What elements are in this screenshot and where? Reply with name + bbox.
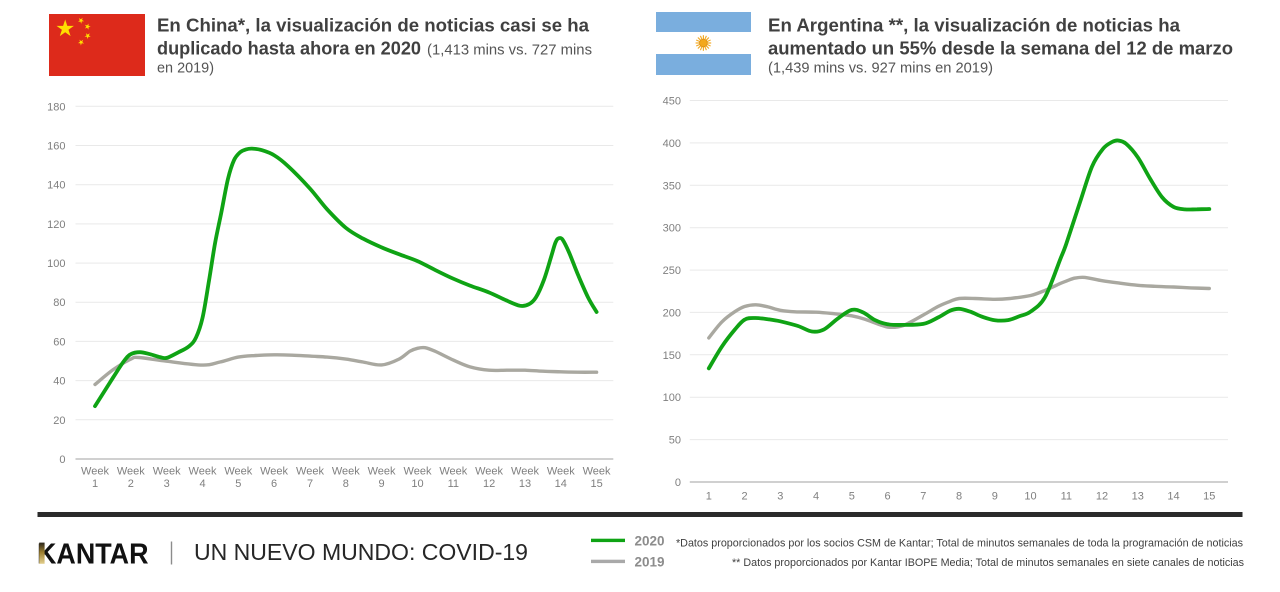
svg-text:Week: Week (224, 466, 252, 478)
svg-text:100: 100 (47, 258, 65, 270)
svg-text:14: 14 (1167, 491, 1179, 503)
svg-text:300: 300 (663, 223, 681, 235)
svg-text:Week: Week (332, 466, 360, 478)
svg-text:UN NUEVO MUNDO: COVID-19: UN NUEVO MUNDO: COVID-19 (194, 539, 528, 565)
svg-text:50: 50 (669, 435, 681, 447)
svg-text:400: 400 (663, 138, 681, 150)
svg-text:6: 6 (884, 491, 890, 503)
svg-text:180: 180 (47, 101, 65, 113)
svg-text:11: 11 (448, 478, 459, 490)
svg-text:(1,439 mins vs. 927 mins en 20: (1,439 mins vs. 927 mins en 2019) (768, 60, 993, 77)
svg-text:Week: Week (81, 466, 109, 478)
svg-text:0: 0 (675, 477, 681, 489)
svg-text:duplicado hasta ahora en 2020: duplicado hasta ahora en 2020 (157, 37, 421, 58)
svg-text:Week: Week (583, 466, 611, 478)
svg-text:150: 150 (663, 350, 681, 362)
svg-text:14: 14 (555, 478, 567, 490)
svg-text:100: 100 (663, 392, 681, 404)
svg-text:7: 7 (307, 478, 313, 490)
svg-text:*Datos proporcionados por los: *Datos proporcionados por los socios CSM… (676, 538, 1243, 550)
svg-text:120: 120 (47, 219, 65, 231)
svg-text:80: 80 (53, 297, 65, 309)
svg-text:Week: Week (260, 466, 288, 478)
svg-text:Week: Week (117, 466, 145, 478)
svg-text:160: 160 (47, 141, 65, 153)
svg-text:140: 140 (47, 180, 65, 192)
svg-text:Week: Week (189, 466, 217, 478)
svg-text:350: 350 (663, 180, 681, 192)
svg-text:12: 12 (483, 478, 495, 490)
svg-text:4: 4 (199, 478, 205, 490)
svg-text:1: 1 (706, 491, 712, 503)
svg-text:Week: Week (511, 466, 539, 478)
svg-text:Week: Week (368, 466, 396, 478)
svg-text:en 2019): en 2019) (157, 60, 214, 77)
svg-text:200: 200 (663, 307, 681, 319)
svg-text:2019: 2019 (635, 555, 665, 570)
svg-text:4: 4 (813, 491, 819, 503)
svg-text:En Argentina **, la visualizac: En Argentina **, la visualización de not… (768, 15, 1181, 36)
svg-text:2020: 2020 (635, 534, 665, 549)
svg-text:7: 7 (920, 491, 926, 503)
svg-text:10: 10 (411, 478, 423, 490)
svg-text:En China*, la visualización de: En China*, la visualización de noticias … (157, 15, 590, 36)
svg-text:250: 250 (663, 265, 681, 277)
svg-text:10: 10 (1024, 491, 1036, 503)
svg-text:8: 8 (343, 478, 349, 490)
svg-text:15: 15 (1203, 491, 1215, 503)
svg-text:3: 3 (164, 478, 170, 490)
svg-text:Week: Week (153, 466, 181, 478)
svg-text:** Datos proporcionados por Ka: ** Datos proporcionados por Kantar IBOPE… (732, 557, 1244, 569)
svg-text:9: 9 (379, 478, 385, 490)
svg-text:8: 8 (956, 491, 962, 503)
svg-text:0: 0 (59, 454, 65, 466)
svg-text:aumentado un 55% desde la sema: aumentado un 55% desde la semana del 12 … (768, 37, 1233, 58)
svg-text:450: 450 (663, 96, 681, 108)
svg-text:Week: Week (475, 466, 503, 478)
svg-text:13: 13 (1132, 491, 1144, 503)
svg-text:2: 2 (128, 478, 134, 490)
svg-text:13: 13 (519, 478, 531, 490)
svg-text:Week: Week (296, 466, 324, 478)
svg-text:12: 12 (1096, 491, 1108, 503)
svg-text:60: 60 (53, 336, 65, 348)
svg-text:3: 3 (777, 491, 783, 503)
svg-text:5: 5 (849, 491, 855, 503)
svg-text:5: 5 (235, 478, 241, 490)
svg-text:KANTAR: KANTAR (37, 539, 149, 571)
svg-text:Week: Week (439, 466, 467, 478)
svg-text:20: 20 (53, 415, 65, 427)
svg-text:2: 2 (741, 491, 747, 503)
svg-text:9: 9 (992, 491, 998, 503)
svg-text:Week: Week (547, 466, 575, 478)
svg-text:(1,413 mins vs. 727 mins: (1,413 mins vs. 727 mins (427, 41, 592, 58)
svg-text:40: 40 (53, 376, 65, 388)
svg-text:15: 15 (590, 478, 602, 490)
svg-text:1: 1 (92, 478, 98, 490)
svg-text:6: 6 (271, 478, 277, 490)
svg-text:Week: Week (404, 466, 432, 478)
svg-text:11: 11 (1061, 491, 1072, 503)
